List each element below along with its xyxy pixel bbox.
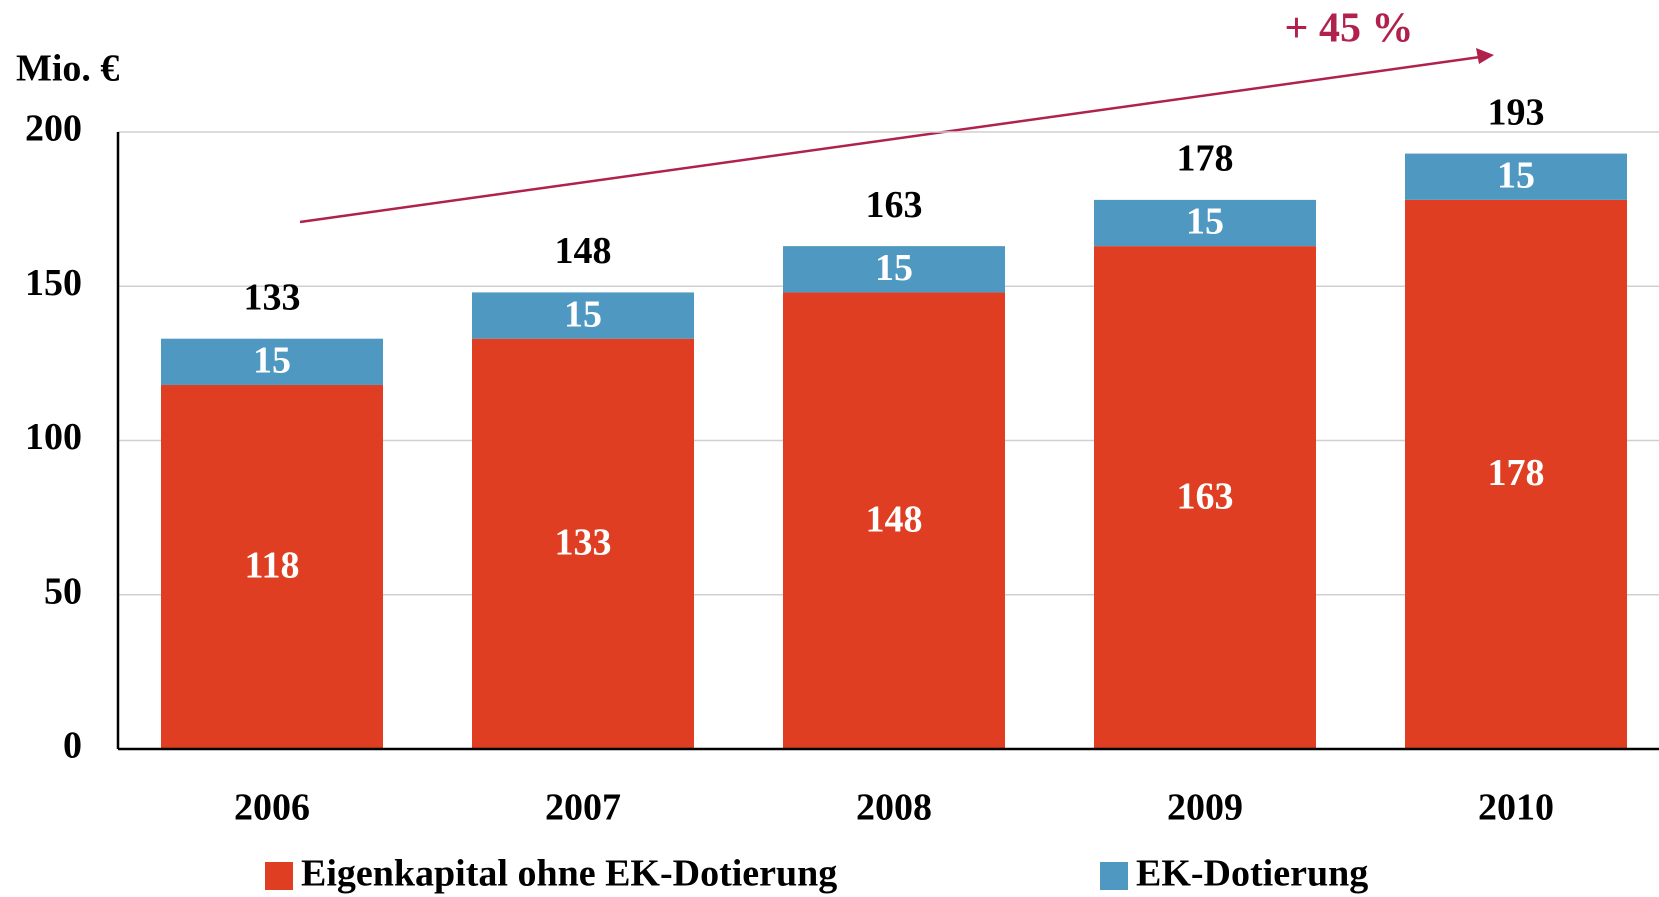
- total-label: 178: [1177, 138, 1234, 180]
- bar-segment: [472, 338, 694, 749]
- y-tick-label: 100: [25, 416, 82, 458]
- value-label: 15: [1186, 201, 1224, 243]
- arrow-head: [1476, 48, 1494, 64]
- total-label: 193: [1488, 91, 1545, 133]
- value-label: 15: [1497, 154, 1535, 196]
- x-tick-label: 2007: [545, 787, 621, 829]
- value-label: 15: [875, 247, 913, 289]
- x-tick-label: 2006: [234, 787, 310, 829]
- legend-label: EK-Dotierung: [1136, 853, 1368, 895]
- bar-segment: [1405, 153, 1627, 200]
- total-label: 148: [555, 230, 612, 272]
- y-tick-label: 50: [44, 570, 82, 612]
- bar-segment: [161, 384, 383, 749]
- total-label: 133: [244, 276, 301, 318]
- x-tick-label: 2010: [1478, 787, 1554, 829]
- legend-label: Eigenkapital ohne EK-Dotierung: [301, 853, 837, 895]
- bar-segment: [1094, 246, 1316, 749]
- value-label: 15: [564, 293, 602, 335]
- bar-segment: [472, 292, 694, 339]
- value-label: 178: [1488, 452, 1545, 494]
- legend-swatch: [1100, 862, 1128, 890]
- total-label: 163: [866, 184, 923, 226]
- x-tick-label: 2008: [856, 787, 932, 829]
- bar-segment: [783, 246, 1005, 293]
- value-label: 15: [253, 340, 291, 382]
- bar-segment: [1094, 199, 1316, 247]
- y-tick-label: 150: [25, 262, 82, 304]
- annotation: + 45 %: [1285, 6, 1414, 52]
- bar-segment: [783, 292, 1005, 749]
- bar-segment: [1405, 199, 1627, 749]
- x-tick-label: 2009: [1167, 787, 1243, 829]
- trend-arrow: [299, 55, 1481, 224]
- value-label: 118: [245, 545, 300, 587]
- y-tick-label: 200: [25, 108, 82, 150]
- bar-segment: [161, 338, 383, 385]
- y-tick-label: 0: [63, 725, 82, 767]
- value-label: 148: [866, 498, 923, 540]
- y-axis-label: Mio. €: [16, 48, 119, 90]
- legend-swatch: [265, 862, 293, 890]
- value-label: 133: [555, 522, 612, 564]
- value-label: 163: [1177, 475, 1234, 517]
